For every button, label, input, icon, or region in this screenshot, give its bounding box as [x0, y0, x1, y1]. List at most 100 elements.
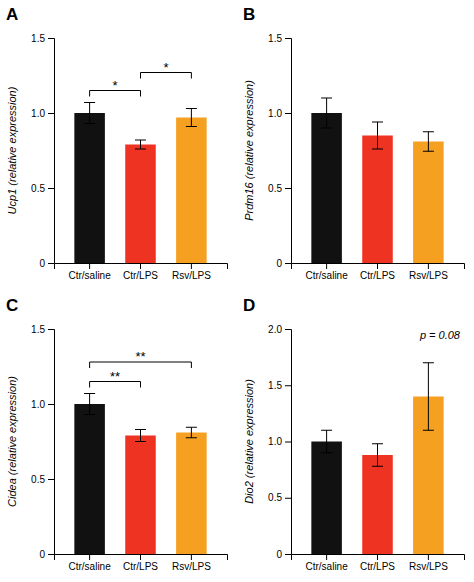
error-cap: [423, 362, 434, 363]
bar: [125, 145, 156, 264]
x-tick: Rsv/LPS: [409, 554, 448, 572]
error-cap: [186, 427, 197, 428]
y-tick: 2.0: [268, 324, 291, 335]
x-tick-label: Ctr/saline: [68, 270, 111, 281]
y-axis-label: Prdm16 (relative expression): [243, 80, 255, 221]
y-tick-label: 0: [39, 258, 45, 269]
y-tick-mark: [48, 554, 54, 555]
error-cap: [135, 149, 146, 150]
error-stem: [89, 394, 90, 415]
x-tick: Ctr/saline: [68, 554, 111, 572]
y-tick-mark: [285, 263, 291, 264]
error-bar: [186, 427, 197, 438]
significance-label: *: [163, 60, 168, 75]
y-tick-label: 1.5: [31, 33, 45, 44]
error-cap: [321, 98, 332, 99]
x-tick-label: Rsv/LPS: [409, 270, 448, 281]
axis-domain: [285, 39, 292, 264]
y-tick-label: 0: [276, 258, 282, 269]
bar: [125, 436, 156, 555]
error-cap: [84, 102, 95, 103]
x-tick-label: Ctr/LPS: [123, 561, 158, 572]
x-tick-mark: [140, 263, 141, 269]
y-tick: 0: [276, 549, 291, 560]
panel-label: A: [6, 5, 18, 24]
y-tick-label: 0.5: [31, 183, 45, 194]
x-tick-mark: [89, 554, 90, 560]
x-tick-mark: [428, 263, 429, 269]
x-tick: Ctr/saline: [305, 263, 348, 281]
y-tick-label: 0.5: [31, 474, 45, 485]
figure: 00.51.01.5Ctr/salineCtr/LPSRsv/LPS**Ucp1…: [0, 0, 474, 582]
error-stem: [326, 98, 327, 128]
error-stem: [377, 122, 378, 149]
y-axis-label: Ucp1 (relative expression): [6, 86, 18, 214]
x-tick-mark: [326, 554, 327, 560]
x-tick: Ctr/saline: [68, 263, 111, 281]
significance-label: **: [135, 349, 145, 364]
x-axis: Ctr/salineCtr/LPSRsv/LPS: [55, 263, 228, 281]
error-cap: [135, 140, 146, 141]
panel: 00.51.01.5Ctr/salineCtr/LPSRsv/LPS****Ci…: [6, 296, 228, 572]
x-tick-mark: [191, 263, 192, 269]
error-bar: [423, 132, 434, 152]
axis-domain: [292, 264, 465, 270]
y-tick-label: 0.5: [268, 492, 282, 503]
x-tick-mark: [140, 554, 141, 560]
y-tick-mark: [285, 113, 291, 114]
y-tick-label: 1.5: [31, 324, 45, 335]
x-tick-label: Ctr/saline: [305, 561, 348, 572]
y-tick-label: 1.5: [268, 380, 282, 391]
plot-area: [311, 98, 443, 263]
panel: 00.51.01.52.0Ctr/salineCtr/LPSRsv/LPSp =…: [243, 296, 465, 572]
error-cap: [423, 151, 434, 152]
y-tick-mark: [48, 479, 54, 480]
error-cap: [186, 437, 197, 438]
y-tick: 0.5: [31, 183, 54, 194]
y-tick-label: 0: [39, 549, 45, 560]
error-cap: [372, 466, 383, 467]
y-tick-label: 1.5: [268, 33, 282, 44]
axis-domain: [55, 264, 228, 270]
x-tick-label: Rsv/LPS: [409, 561, 448, 572]
error-bar: [84, 394, 95, 415]
error-bar: [321, 430, 332, 453]
error-cap: [321, 430, 332, 431]
error-bar: [135, 140, 146, 149]
x-tick: Ctr/LPS: [360, 263, 395, 281]
error-stem: [428, 363, 429, 431]
x-tick-label: Ctr/saline: [68, 561, 111, 572]
y-tick: 0.5: [31, 474, 54, 485]
y-tick-mark: [48, 113, 54, 114]
y-tick: 1.5: [31, 324, 54, 335]
x-tick-label: Ctr/saline: [305, 270, 348, 281]
error-bar: [372, 122, 383, 149]
error-bar: [321, 98, 332, 128]
error-cap: [84, 123, 95, 124]
x-tick-label: Rsv/LPS: [172, 561, 211, 572]
y-tick-mark: [48, 404, 54, 405]
y-tick-label: 1.0: [268, 436, 282, 447]
y-tick: 1.0: [31, 108, 54, 119]
x-axis: Ctr/saline Ctr/LPS Rsv/LPS: [55, 554, 228, 572]
error-stem: [191, 427, 192, 438]
bar: [311, 442, 342, 555]
y-tick: 1.5: [268, 380, 291, 391]
error-cap: [186, 126, 197, 127]
x-tick-label: Ctr/LPS: [123, 270, 158, 281]
bar: [311, 113, 342, 263]
significance-label: *: [113, 78, 118, 93]
x-axis: Ctr/salineCtr/LPSRsv/LPS: [292, 554, 465, 572]
bar: [176, 433, 207, 555]
y-axis: 0 0.5 1.0 1.5 2.0: [268, 324, 291, 560]
panel-label: D: [243, 296, 255, 315]
plot-area: [311, 363, 443, 554]
axis-domain: [55, 555, 228, 561]
error-stem: [326, 430, 327, 453]
plot-area: [74, 394, 206, 555]
bar: [74, 113, 105, 263]
bar: [413, 142, 444, 264]
error-cap: [135, 429, 146, 430]
error-cap: [372, 149, 383, 150]
error-bar: [135, 430, 146, 442]
